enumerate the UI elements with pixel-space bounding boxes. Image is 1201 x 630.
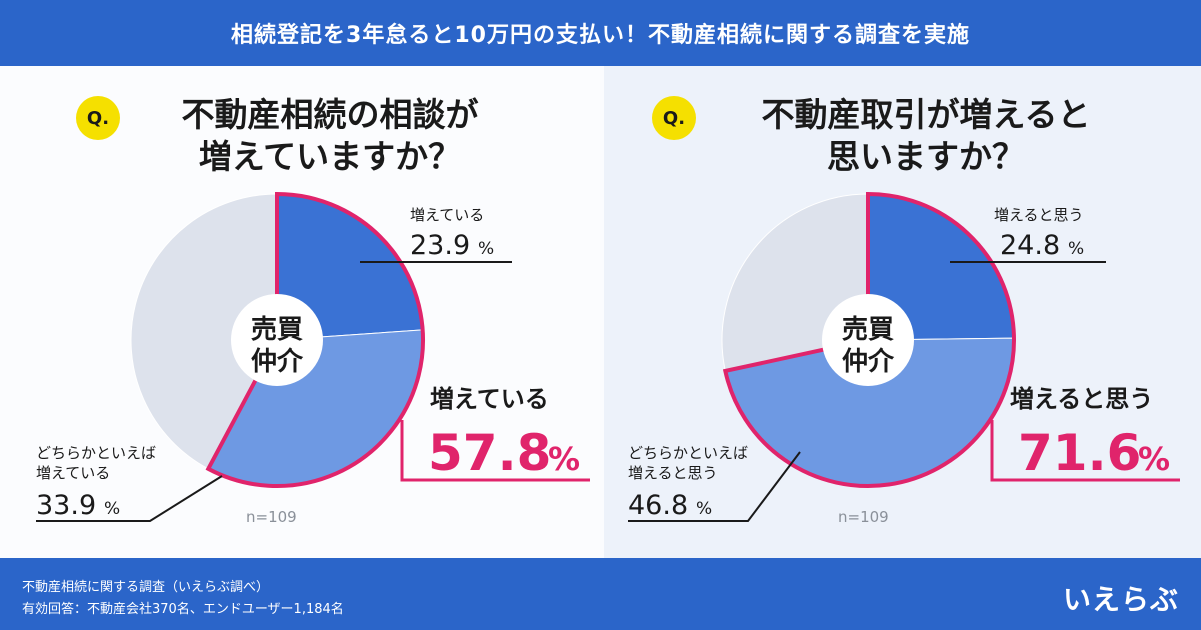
right-highlight-bracket (990, 420, 1180, 482)
footer-respondents: 有効回答：不動産会社370名、エンドユーザー1,184名 (22, 602, 344, 617)
left-value-increase: 23.9 (410, 230, 470, 261)
question-title-right-line2: 思いますか？ (827, 137, 1025, 176)
right-value-increase: 24.8 (1000, 230, 1060, 261)
question-badge-right: Q. (652, 96, 696, 140)
right-center-label-1: 売買 (842, 315, 894, 345)
left-center-hole (231, 294, 323, 386)
right-value-increase-pct: % (1068, 239, 1084, 259)
ierabu-logo: いえらぶ (1062, 583, 1179, 616)
left-center-label-2: 仲介 (251, 347, 304, 377)
right-highlight-value: 71.6 (1018, 424, 1141, 482)
right-highlight-outline (722, 191, 1016, 488)
right-leader-somewhat (628, 451, 801, 522)
left-value-increase-pct: % (478, 239, 494, 259)
header-title: 相続登記を3年怠ると10万円の支払い！不動産相続に関する調査を実施 (231, 23, 970, 48)
left-label-increase: 増えている (410, 206, 484, 224)
left-chart: 売買 仲介 増えている 23.9 % どちらかといえば 増えている 33.9 %… (36, 191, 590, 526)
left-highlight-label: 増えている (430, 385, 549, 413)
left-slice-other (130, 193, 278, 470)
question-title-left: 不動産相続の相談が 増えていますか？ (120, 94, 540, 178)
question-badge-left: Q. (76, 96, 120, 140)
left-center-label-1: 売買 (251, 315, 303, 345)
right-label-increase: 増えると思う (994, 206, 1084, 224)
left-value-somewhat-pct: % (104, 499, 120, 519)
right-label-somewhat-1: どちらかといえば (628, 444, 748, 462)
left-n-label: n=109 (246, 508, 297, 526)
right-center-hole (822, 294, 914, 386)
left-highlight-outline (205, 191, 425, 488)
right-highlight-label: 増えると思う (1010, 385, 1153, 413)
left-leader-somewhat (36, 475, 223, 522)
right-center-label-2: 仲介 (842, 347, 895, 377)
left-label-somewhat-2: 増えている (36, 464, 110, 482)
left-highlight-value: 57.8 (428, 424, 551, 482)
right-n-label: n=109 (838, 508, 889, 526)
right-highlight-pct: % (1138, 440, 1170, 478)
left-highlight-pct: % (548, 440, 580, 478)
left-highlight-bracket (400, 420, 590, 482)
right-chart: 売買 仲介 増えると思う 24.8 % どちらかといえば 増えると思う 46.8… (628, 191, 1180, 526)
left-label-somewhat-1: どちらかといえば (36, 444, 156, 462)
left-value-somewhat: 33.9 (36, 490, 96, 521)
question-title-right: 不動産取引が増えると 思いますか？ (696, 94, 1156, 178)
header-banner: 相続登記を3年怠ると10万円の支払い！不動産相続に関する調査を実施 (0, 0, 1201, 66)
question-title-left-line1: 不動産相続の相談が (181, 95, 479, 134)
right-label-somewhat-2: 増えると思う (628, 464, 718, 482)
question-title-right-line1: 不動産取引が増えると (761, 95, 1091, 134)
footer: 不動産相続に関する調査（いえらぶ調べ） 有効回答：不動産会社370名、エンドユー… (0, 558, 1201, 630)
right-value-somewhat: 46.8 (628, 490, 688, 521)
question-title-left-line2: 増えていますか？ (198, 137, 462, 176)
right-value-somewhat-pct: % (696, 499, 712, 519)
footer-survey-name: 不動産相続に関する調査（いえらぶ調べ） (22, 580, 270, 595)
